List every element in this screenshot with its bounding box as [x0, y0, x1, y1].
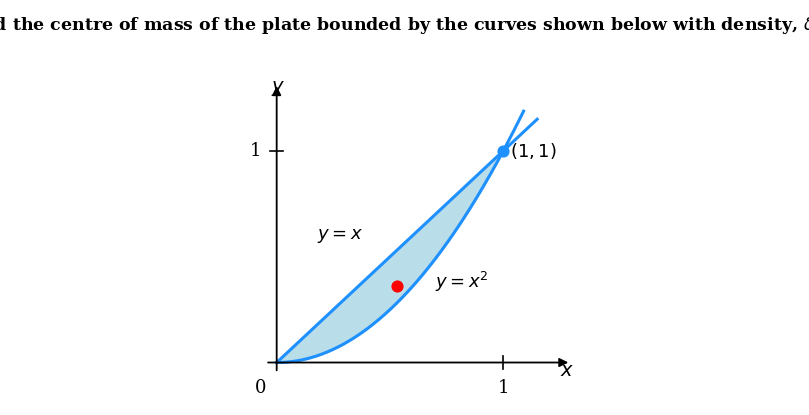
Point	[390, 283, 403, 290]
Text: $y$: $y$	[271, 79, 285, 98]
Text: $x$: $x$	[560, 362, 574, 380]
Text: 0: 0	[255, 379, 267, 398]
Point	[497, 148, 510, 154]
Text: $(1, 1)$: $(1, 1)$	[510, 141, 557, 161]
Text: 1: 1	[498, 379, 509, 398]
Text: 7.  Find the centre of mass of the plate bounded by the curves shown below with : 7. Find the centre of mass of the plate …	[0, 12, 809, 37]
Text: $y = x$: $y = x$	[317, 227, 362, 244]
Text: $y = x^2$: $y = x^2$	[435, 270, 489, 294]
Text: 1: 1	[249, 142, 260, 160]
